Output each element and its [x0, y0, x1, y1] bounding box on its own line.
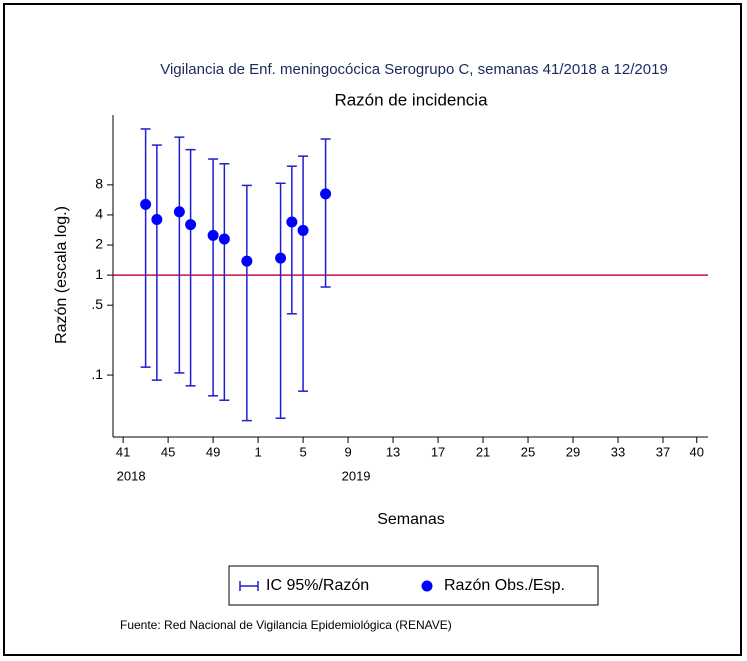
- point: [218, 233, 230, 245]
- y-tick-label: 8: [95, 176, 103, 192]
- legend-point-symbol: [421, 580, 433, 592]
- point: [241, 255, 253, 267]
- point: [275, 252, 287, 264]
- legend-label: Razón Obs./Esp.: [444, 577, 565, 594]
- point: [320, 188, 332, 200]
- x-tick-label: 25: [521, 444, 535, 459]
- point: [286, 216, 298, 228]
- legend-label: IC 95%/Razón: [266, 577, 369, 594]
- point: [185, 219, 197, 231]
- y-tick-label: 2: [95, 236, 103, 252]
- x-tick-label: 45: [161, 444, 175, 459]
- x-tick-label: 49: [206, 444, 220, 459]
- x-tick-label: 33: [611, 444, 625, 459]
- point: [207, 229, 219, 241]
- x-tick-label: 9: [344, 444, 351, 459]
- x-tick-label: 37: [656, 444, 670, 459]
- source-note: Fuente: Red Nacional de Vigilancia Epide…: [120, 618, 452, 632]
- x-tick-label: 13: [386, 444, 400, 459]
- y-axis-label: Razón (escala log.): [53, 206, 70, 344]
- chart-title: Vigilancia de Enf. meningocócica Serogru…: [160, 61, 668, 78]
- x-tick-label: 29: [566, 444, 580, 459]
- legend-box: [228, 565, 599, 606]
- y-tick-label: 1: [95, 266, 103, 282]
- y-tick-label: 4: [95, 206, 103, 222]
- x-tick-label: 1: [254, 444, 261, 459]
- point: [297, 224, 309, 236]
- y-tick-label: .5: [91, 296, 103, 312]
- x-year-label: 2019: [342, 468, 371, 483]
- x-tick-label: 21: [476, 444, 490, 459]
- point: [140, 198, 152, 210]
- x-tick-label: 5: [299, 444, 306, 459]
- frame: [3, 3, 742, 656]
- x-axis-label: Semanas: [377, 511, 445, 528]
- chart-subtitle: Razón de incidencia: [334, 90, 488, 109]
- x-tick-label: 41: [116, 444, 130, 459]
- point: [151, 214, 163, 226]
- point: [173, 206, 185, 218]
- x-year-label: 2018: [117, 468, 146, 483]
- x-tick-label: 17: [431, 444, 445, 459]
- y-tick-label: .1: [91, 366, 103, 382]
- x-tick-label: 40: [690, 444, 704, 459]
